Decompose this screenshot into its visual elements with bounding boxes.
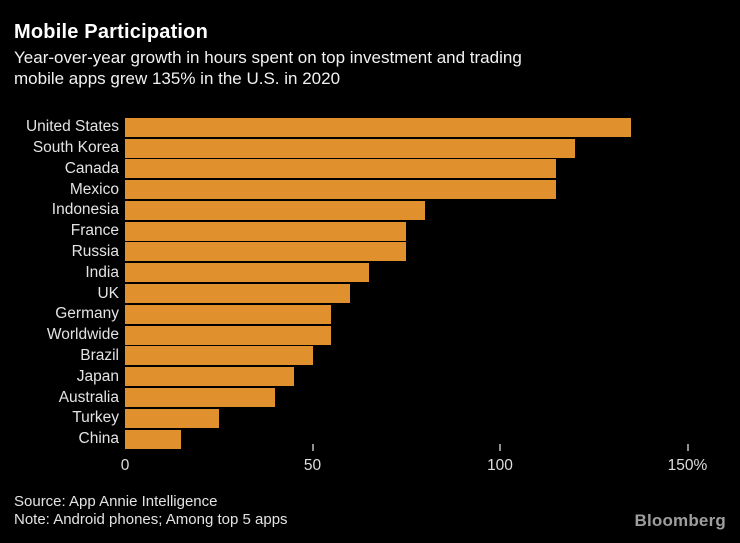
x-axis: 0 50 100 150% [121,443,725,476]
bar-row: China [0,429,740,450]
bar-track [125,325,725,345]
category-label: South Korea [32,139,119,156]
chart-subtitle-line2: mobile apps grew 135% in the U.S. in 202… [14,69,341,89]
bar-track [125,388,725,408]
bar-track [125,263,725,283]
bar-track [125,429,725,449]
bar [125,284,350,304]
bar [125,408,219,428]
bar [125,429,182,449]
bar-row: Germany [0,304,740,325]
bar [125,346,313,366]
category-label: Japan [76,367,119,385]
category-label: China [78,430,120,448]
category-label: United States [25,118,119,136]
bar-track [125,284,725,304]
note-text: Note: Android phones; Among top 5 apps [14,510,288,528]
bar-row: India [0,262,740,283]
chart-footer: Source: App Annie Intelligence Note: And… [0,493,740,530]
bar-row: Brazil [0,346,740,367]
bar-row: Turkey [0,408,740,429]
x-axis-label: 0 [120,456,130,474]
bar-track [125,221,725,241]
category-label: Turkey [72,409,119,427]
bar-track [125,159,725,179]
bar-row: France [0,221,740,242]
bar [125,325,332,345]
bar-track [125,242,725,262]
chart-subtitle: Year-over-year growth in hours spent on … [14,47,724,90]
chart-header: Mobile Participation Year-over-year grow… [0,0,740,90]
bar [125,180,557,200]
x-axis-label: 150% [667,456,708,474]
source-text: Source: App Annie Intelligence [14,492,218,510]
bar-track [125,138,725,158]
x-axis-tick [686,443,689,451]
bar-track [125,346,725,366]
bar-chart: United States South Korea Canada Mexico Indo… [0,117,740,476]
category-label: India [85,263,119,281]
bar [125,200,425,220]
bar-row: Canada [0,158,740,179]
bar-track [125,117,725,137]
bar [125,242,407,262]
bar-row: Worldwide [0,325,740,346]
category-label: Germany [55,305,119,323]
bar-track [125,367,725,387]
category-label: Mexico [69,180,119,198]
bar [125,367,294,387]
bar [125,117,632,137]
bar-rows: United States South Korea Canada Mexico Indo… [0,117,740,450]
x-axis-label: 100 [487,456,513,474]
x-axis-tick [499,443,501,451]
category-label: Indonesia [51,201,119,219]
x-axis-labels: 0 50 100 150% [121,456,725,476]
category-label: Worldwide [46,326,119,344]
x-axis-ticks [125,443,725,452]
category-label: Canada [64,159,119,177]
bar-row: Japan [0,366,740,387]
bar-track [125,304,725,324]
chart-subtitle-line1: Year-over-year growth in hours spent on … [14,48,522,67]
bar [125,263,369,283]
bar-row: Russia [0,242,740,263]
bar-row: United States [0,117,740,138]
x-axis-tick [311,443,314,451]
bar [125,138,575,158]
bar [125,221,407,241]
bar-track [125,200,725,220]
category-label: Australia [58,388,119,406]
category-label: Brazil [80,346,119,364]
x-axis-label: 50 [303,456,322,474]
bar-track [125,180,725,200]
bloomberg-logo: Bloomberg [634,511,726,530]
category-label: Russia [71,242,119,260]
chart-title: Mobile Participation [14,21,209,43]
category-label: France [70,222,119,240]
bar-row: UK [0,283,740,304]
bar [125,159,557,179]
bar-row: South Korea [0,138,740,159]
category-label: UK [97,284,119,302]
bar-row: Australia [0,387,740,408]
bar-row: Mexico [0,179,740,200]
bar [125,388,275,408]
bar [125,304,332,324]
bar-row: Indonesia [0,200,740,221]
bar-track [125,408,725,428]
